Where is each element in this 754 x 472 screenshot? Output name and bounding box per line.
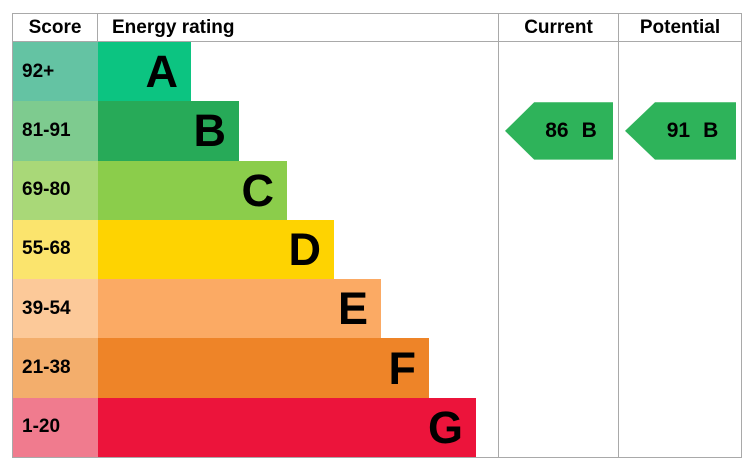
current-column-header: Current <box>498 14 618 41</box>
band-bar-g: G <box>98 397 476 457</box>
potential-letter: B <box>703 118 719 142</box>
score-cell: 81-91 <box>13 101 98 161</box>
score-cell: 39-54 <box>13 279 98 339</box>
band-row: 92+ A <box>13 42 498 102</box>
band-row: 21-38 F <box>13 338 498 398</box>
current-value: 86 <box>545 118 569 142</box>
rating-bands: 92+ A 81-91 B 69-80 C 55-68 <box>13 42 498 457</box>
band-bar-a: A <box>98 42 191 102</box>
band-row: 69-80 C <box>13 160 498 220</box>
band-row: 1-20 G <box>13 397 498 457</box>
score-cell: 55-68 <box>13 219 98 280</box>
score-cell: 21-38 <box>13 338 98 398</box>
band-bar-d: D <box>98 219 334 280</box>
band-row: 39-54 E <box>13 279 498 339</box>
epc-rating-chart: Score Energy rating Current Potential 92… <box>12 13 742 458</box>
current-letter: B <box>581 118 597 142</box>
current-rating-column: 86 B <box>498 42 618 457</box>
band-bar-f: F <box>98 338 429 398</box>
bar-area: B <box>98 101 498 161</box>
bar-area: G <box>98 397 498 457</box>
chart-body: 92+ A 81-91 B 69-80 C 55-68 <box>13 42 741 457</box>
energy-rating-column-header: Energy rating <box>112 16 235 38</box>
score-cell: 92+ <box>13 42 98 102</box>
chart-header-row: Score Energy rating Current Potential <box>13 14 741 42</box>
score-cell: 69-80 <box>13 160 98 220</box>
band-row: 81-91 B <box>13 101 498 161</box>
potential-value: 91 <box>666 118 691 142</box>
score-cell: 1-20 <box>13 397 98 457</box>
bar-area: F <box>98 338 498 398</box>
current-arrow: 86 B <box>505 102 613 160</box>
bar-area: E <box>98 279 498 339</box>
band-row: 55-68 D <box>13 219 498 280</box>
bar-area: D <box>98 219 498 280</box>
band-bar-b: B <box>98 101 239 161</box>
bar-area: A <box>98 42 498 102</box>
band-bar-c: C <box>98 160 287 220</box>
potential-arrow: 91 B <box>625 102 736 160</box>
bar-area: C <box>98 160 498 220</box>
potential-rating-column: 91 B <box>618 42 741 457</box>
potential-column-header: Potential <box>618 14 741 41</box>
band-bar-e: E <box>98 279 381 339</box>
score-column-header: Score <box>13 14 98 41</box>
